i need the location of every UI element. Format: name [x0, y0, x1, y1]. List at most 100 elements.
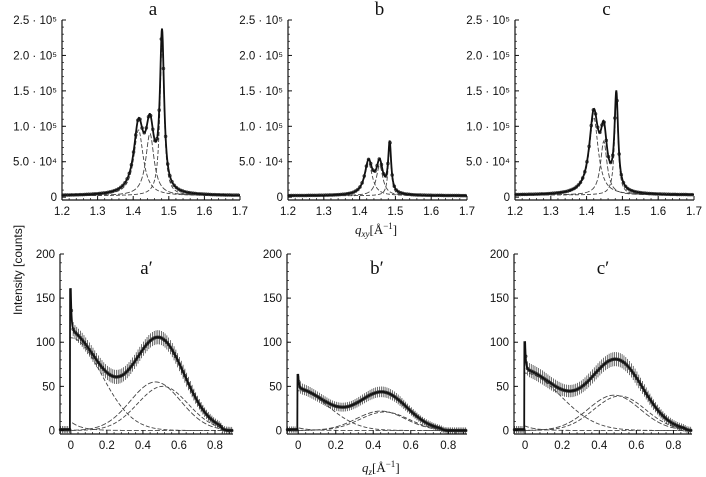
- data-point: [608, 160, 613, 165]
- x-tick-label: 1.4: [352, 206, 369, 218]
- data-point: [594, 370, 598, 375]
- component-curve-3: [60, 385, 233, 431]
- y-tick-label: 100: [263, 337, 282, 349]
- y-tick-label: 50: [269, 381, 282, 393]
- panel-c: 0 5.0 · 10⁴ 1.0 · 10⁵ 1.5 · 10⁵ 2.0 · 10⁵ 2.5…: [466, 0, 702, 218]
- component-curve-2: [514, 394, 692, 431]
- x-axis-title-top: qxy[Å−1]: [355, 221, 397, 239]
- component-curve-2: [288, 164, 467, 197]
- y-tick-label: 200: [263, 249, 282, 261]
- x-title-bottom-base: q: [362, 460, 369, 475]
- x-tick-label: 1.6: [650, 206, 666, 218]
- data-point: [78, 336, 83, 340]
- data-point: [661, 414, 665, 418]
- data-point: [598, 366, 602, 371]
- component-curve-3: [515, 101, 695, 196]
- x-tick-label: 0.4: [591, 440, 608, 452]
- x-tick-label: 0: [68, 440, 74, 452]
- y-tick-label: 2.5 · 10⁵: [13, 15, 57, 27]
- x-tick-label: 1.7: [686, 206, 702, 218]
- x-tick-label: 1.6: [196, 206, 212, 218]
- panel-a′: 0 50 100 150 200 0 0.2 0.4 0.6 0.8 a′: [36, 249, 234, 452]
- x-axis-title-bottom: qz[Å−1]: [362, 459, 400, 477]
- x-tick-label: 0.4: [135, 440, 152, 452]
- y-tick-label: 1.0 · 10⁵: [466, 121, 510, 133]
- x-tick-label: 1.3: [543, 206, 559, 218]
- x-tick-label: 0.2: [328, 440, 344, 452]
- data-point: [586, 378, 591, 383]
- panel-title: c: [602, 0, 610, 20]
- x-title-top-base: q: [355, 222, 362, 237]
- y-tick-label: 1.5 · 10⁵: [13, 86, 57, 98]
- y-tick-label: 2.0 · 10⁵: [466, 50, 510, 62]
- y-tick-label: 2.0 · 10⁵: [13, 50, 57, 62]
- x-tick-label: 0.6: [171, 440, 187, 452]
- y-tick-label: 1.0 · 10⁵: [13, 121, 57, 133]
- y-tick-label: 0: [51, 192, 57, 204]
- data-point: [625, 364, 630, 368]
- component-curve-4: [60, 421, 233, 431]
- x-tick-label: 1.2: [54, 206, 70, 218]
- data-point: [206, 414, 211, 419]
- x-tick-label: 1.2: [507, 206, 523, 218]
- y-tick-label: 150: [263, 293, 282, 305]
- x-tick-label: 0.8: [665, 440, 681, 452]
- panel-title: b′: [370, 258, 384, 279]
- y-tick-label: 100: [490, 337, 509, 349]
- data-point: [659, 412, 663, 416]
- panel-a: 0 5.0 · 10⁴ 1.0 · 10⁵ 1.5 · 10⁵ 2.0 · 10⁵ 2.5…: [13, 0, 248, 218]
- y-tick-label: 2.5 · 10⁵: [239, 15, 283, 27]
- x-tick-label: 1.5: [161, 206, 177, 218]
- component-curve-2: [62, 133, 241, 197]
- x-title-top-unit: [Å: [370, 222, 384, 237]
- x-title-top-close: ]: [393, 222, 397, 237]
- data-point: [75, 332, 79, 336]
- panel-title: a: [149, 0, 158, 20]
- x-tick-label: 0.2: [554, 440, 570, 452]
- y-tick-label: 0: [503, 425, 509, 437]
- x-title-top-exp: −1: [383, 221, 393, 231]
- x-tick-label: 0.2: [99, 440, 115, 452]
- y-tick-label: 5.0 · 10⁴: [239, 157, 283, 169]
- component-curve-1: [60, 337, 233, 431]
- y-axis-title: Intensity [counts]: [11, 225, 25, 315]
- x-tick-label: 0.6: [403, 440, 419, 452]
- x-tick-label: 1.4: [125, 206, 142, 218]
- component-curve-4: [287, 427, 467, 431]
- y-tick-label: 200: [36, 249, 55, 261]
- fit-curve: [61, 28, 240, 197]
- x-tick-label: 1.2: [280, 206, 296, 218]
- data-point: [585, 380, 589, 385]
- y-tick-label: 100: [36, 337, 55, 349]
- y-tick-label: 150: [36, 293, 55, 305]
- data-point: [596, 368, 600, 373]
- fit-curve: [60, 288, 233, 432]
- y-tick-label: 0: [504, 192, 510, 204]
- data-point: [590, 374, 595, 379]
- x-tick-label: 1.4: [579, 206, 596, 218]
- y-tick-label: 0: [276, 425, 282, 437]
- panel-c′: 0 50 100 150 200 0 0.2 0.4 0.6 0.8 c′: [490, 249, 693, 452]
- x-tick-label: 0.8: [207, 440, 223, 452]
- y-tick-label: 200: [490, 249, 509, 261]
- component-curve-2: [515, 140, 694, 196]
- y-tick-label: 5.0 · 10⁴: [466, 157, 510, 169]
- x-tick-label: 1.3: [316, 206, 332, 218]
- panel-title: a′: [140, 258, 153, 279]
- data-point: [409, 409, 414, 414]
- component-curve-1: [514, 372, 692, 431]
- data-point: [576, 183, 581, 187]
- x-tick-label: 0: [522, 440, 528, 452]
- data-point: [592, 372, 597, 377]
- data-point: [125, 369, 129, 373]
- component-curve-1: [287, 390, 467, 431]
- x-tick-label: 1.3: [90, 206, 106, 218]
- data-point: [588, 376, 593, 381]
- y-tick-label: 1.5 · 10⁵: [466, 86, 510, 98]
- y-tick-label: 0: [49, 425, 55, 437]
- y-tick-label: 0: [277, 192, 283, 204]
- y-tick-label: 2.5 · 10⁵: [466, 15, 510, 27]
- component-curve-3: [514, 395, 693, 431]
